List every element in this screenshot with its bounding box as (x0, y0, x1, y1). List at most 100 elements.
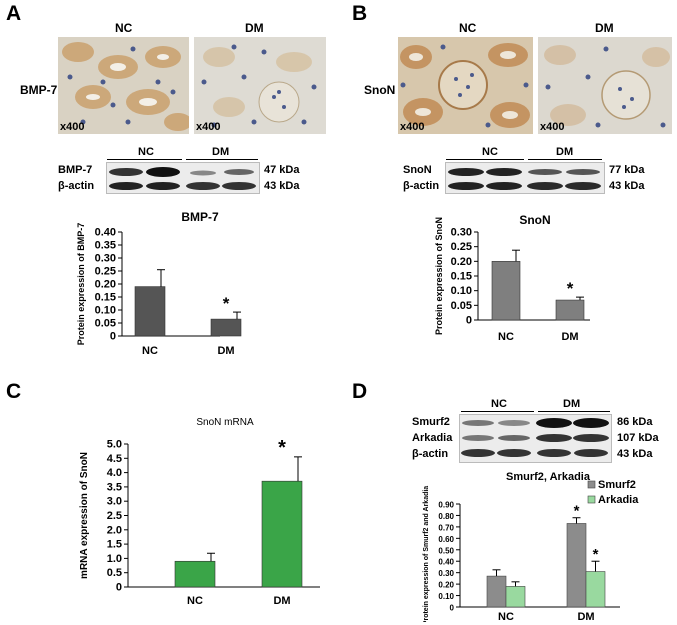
blot-d-group-line-dm (538, 411, 610, 412)
blot-d-row3-label: β-actin (412, 448, 449, 460)
y-tick-label: 0.25 (451, 241, 472, 253)
micrograph-b-nc-image (398, 37, 533, 134)
y-tick-label: 4.0 (107, 467, 122, 479)
x-tick-label: DM (577, 611, 594, 622)
blot-b-group-dm: DM (556, 146, 574, 158)
blot-d-group-line-nc (461, 411, 534, 412)
x-tick-label: NC (187, 595, 203, 607)
blot-b-row2-kda: 43 kDa (609, 180, 645, 192)
y-axis-label: Protein expression of SnoN (434, 217, 444, 335)
y-tick-label: 0.5 (107, 567, 122, 579)
blot-a-bands (109, 167, 256, 190)
x-tick-label: NC (142, 345, 158, 357)
micrograph-a-dm: x400 (194, 37, 326, 134)
bar-arkadia-nc (505, 586, 526, 608)
blot-b-row1-kda: 77 kDa (609, 164, 645, 176)
blot-d-row2-kda: 107 kDa (617, 432, 659, 444)
y-tick-label: 0.15 (95, 292, 116, 304)
blot-a-row2-kda: 43 kDa (264, 180, 300, 192)
y-tick-label: 0 (466, 315, 472, 327)
micro-b-nc-title: NC (459, 21, 477, 35)
blot-a-row1-label: BMP-7 (58, 164, 93, 176)
blot-a-image (106, 162, 260, 194)
y-tick-label: 4.5 (107, 453, 122, 465)
blot-a-row1-kda: 47 kDa (264, 164, 300, 176)
magnification-label: x400 (60, 121, 85, 133)
legend-label-arkadia: Arkadia (598, 494, 639, 506)
magnification-label: x400 (400, 121, 425, 133)
blot-b-group-nc: NC (482, 146, 498, 158)
y-tick-label: 0.25 (95, 266, 116, 278)
bar-arkadia-dm (585, 571, 606, 608)
x-tick-label: NC (498, 331, 514, 343)
x-tick-label: NC (498, 611, 514, 622)
blot-a-row2-label: β-actin (58, 180, 95, 192)
y-tick-label: 0.05 (95, 318, 116, 330)
micrograph-b-dm: x400 (538, 37, 672, 134)
y-tick-label: 5.0 (107, 439, 122, 451)
micrograph-a-nc-image (58, 37, 189, 134)
y-tick-label: 1.0 (107, 553, 122, 565)
y-tick-label: 0.30 (438, 569, 454, 578)
y-tick-label: 0.70 (438, 523, 454, 532)
panel-letter-c: C (6, 380, 22, 403)
chart-a: BMP-7 00.050.100.150.200.250.300.350.40 Pr… (76, 212, 242, 357)
y-tick-label: 0 (110, 331, 116, 343)
y-tick-label: 0.30 (95, 253, 116, 265)
legend-label-smurf2: Smurf2 (598, 479, 636, 491)
micrograph-b-nc: x400 (398, 37, 533, 134)
micrograph-a-dm-image (194, 37, 326, 134)
y-tick-label: 0.40 (95, 227, 116, 239)
micro-b-row-label: SnoN (364, 83, 396, 97)
chart-d: Smurf2, Arkadia 0 0.10 0.20 0.30 0.40 0.50 0.60… (423, 471, 639, 622)
bar-nc (174, 560, 216, 588)
panel-letter-b: B (352, 2, 368, 25)
chart-title: Smurf2, Arkadia (506, 471, 591, 483)
legend-swatch-smurf2 (587, 480, 596, 489)
blot-d-group-dm: DM (563, 398, 581, 410)
bar-smurf2-dm (566, 523, 587, 608)
micrograph-a-nc: x400 (58, 37, 189, 134)
y-tick-label: 0.80 (438, 512, 454, 521)
y-tick-label: 1.5 (107, 539, 122, 551)
y-axis-label: mRNA expression of SnoN (79, 452, 90, 579)
micro-a-nc-title: NC (115, 21, 133, 35)
bar-smurf2-nc (486, 575, 507, 608)
significance-marker: * (567, 279, 574, 298)
chart-title: SnoN mRNA (196, 417, 254, 428)
blot-d-row3-kda: 43 kDa (617, 448, 653, 460)
x-tick-label: DM (273, 595, 290, 607)
y-tick-label: 0.15 (451, 271, 472, 283)
significance-marker: * (223, 294, 230, 313)
y-tick-label: 0.20 (95, 279, 116, 291)
bar-nc (134, 286, 166, 337)
y-tick-label: 0 (450, 604, 455, 613)
blot-d-group-nc: NC (491, 398, 507, 410)
micro-a-row-label: BMP-7 (20, 83, 58, 97)
y-tick-label: 0.40 (438, 558, 454, 567)
y-tick-label: 0.50 (438, 546, 454, 555)
chart-title: SnoN (519, 213, 550, 227)
y-tick-label: 0.35 (95, 240, 116, 252)
bar-nc (491, 261, 521, 321)
chart-c: SnoN mRNA 0 0.5 1.0 1.5 2.0 2.5 3.0 3.5 4.0 4.5 5.0… (79, 417, 320, 607)
x-tick-label: DM (217, 345, 234, 357)
blot-d-row1-kda: 86 kDa (617, 416, 653, 428)
micrograph-b-dm-image (538, 37, 672, 134)
blot-b-image (445, 162, 605, 194)
significance-marker: * (278, 437, 286, 459)
y-tick-label: 3.5 (107, 481, 122, 493)
panel-letter-d: D (352, 380, 368, 403)
micro-a-dm-title: DM (245, 21, 264, 35)
blot-d-row2-label: Arkadia (412, 432, 453, 444)
panel-letter-a: A (6, 2, 22, 25)
blot-b-bands (448, 168, 601, 190)
y-axis-label: Protein expression of BMP-7 (76, 223, 86, 346)
magnification-label: x400 (196, 121, 221, 133)
x-tick-label: DM (561, 331, 578, 343)
blot-d-image (459, 414, 612, 463)
significance-marker: * (593, 546, 599, 563)
significance-marker: * (574, 503, 580, 520)
y-tick-label: 3.0 (107, 496, 122, 508)
blot-b-row1-label: SnoN (403, 164, 432, 176)
